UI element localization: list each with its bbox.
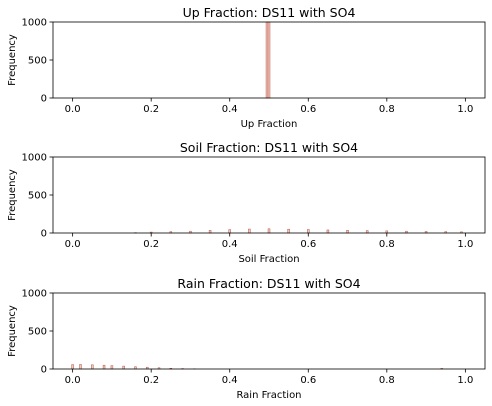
plot-area-frame <box>52 156 486 234</box>
y-tick-label: 0 <box>41 365 47 376</box>
plot-area-frame <box>52 292 486 370</box>
x-tick-label: 0.2 <box>143 239 159 250</box>
x-tick-label: 0.0 <box>65 104 81 115</box>
x-tick-label: 0.6 <box>300 239 316 250</box>
histogram-bar <box>71 364 74 370</box>
histogram-bar <box>307 229 310 234</box>
y-tick-label: 500 <box>28 56 47 67</box>
histogram-bar <box>110 365 114 370</box>
histogram-bar <box>267 21 271 99</box>
y-tick-label: 1000 <box>22 289 47 300</box>
x-tick-label: 1.0 <box>457 239 473 250</box>
chart-title: Rain Fraction: DS11 with SO4 <box>177 276 360 291</box>
histogram-bar <box>228 229 231 234</box>
histogram-bar <box>287 228 290 234</box>
x-axis-label: Rain Fraction <box>236 390 301 401</box>
y-axis-label: Frequency <box>7 34 18 86</box>
chart-title: Soil Fraction: DS11 with SO4 <box>180 140 358 155</box>
y-tick-label: 500 <box>28 191 47 202</box>
histogram-bar <box>346 230 349 234</box>
x-tick-label: 0.2 <box>143 375 159 386</box>
x-tick-label: 0.6 <box>300 104 316 115</box>
chart-panel-2: 0.0 0.2 0.4 0.6 0.8 1.0 0 500 1000 Soil Fraction:… <box>7 140 486 265</box>
x-axis-label: Soil Fraction <box>238 254 299 265</box>
histogram-bar <box>326 229 330 234</box>
x-axis-label: Up Fraction <box>241 119 298 130</box>
y-tick-label: 0 <box>41 94 47 105</box>
x-tick-label: 0.4 <box>222 375 238 386</box>
x-tick-label: 0.8 <box>379 375 395 386</box>
y-tick-label: 0 <box>41 229 47 240</box>
x-tick-label: 0.0 <box>65 239 81 250</box>
x-tick-label: 0.6 <box>300 375 316 386</box>
histogram-bar <box>265 21 269 99</box>
histogram-bar <box>248 228 251 234</box>
histogram-bar <box>267 228 271 234</box>
y-tick-label: 1000 <box>22 18 47 29</box>
x-tick-label: 1.0 <box>457 375 473 386</box>
x-tick-label: 0.8 <box>379 239 395 250</box>
x-tick-label: 1.0 <box>457 104 473 115</box>
x-tick-label: 0.4 <box>222 239 238 250</box>
chart-panel-1: 0.0 0.2 0.4 0.6 0.8 1.0 0 500 1000 Up Fraction: D… <box>7 5 486 130</box>
y-tick-label: 1000 <box>22 153 47 164</box>
x-tick-label: 0.0 <box>65 375 81 386</box>
histogram-bar <box>91 364 94 370</box>
y-tick-label: 500 <box>28 327 47 338</box>
chart-panel-3: 0.0 0.2 0.4 0.6 0.8 1.0 0 500 1000 Rain Fraction:… <box>7 276 486 401</box>
y-axis-label: Frequency <box>7 169 18 221</box>
y-axis-label: Frequency <box>7 305 18 357</box>
x-tick-label: 0.2 <box>143 104 159 115</box>
histogram-bar <box>79 364 82 370</box>
chart-title: Up Fraction: DS11 with SO4 <box>183 5 356 20</box>
histogram-bar <box>102 364 106 370</box>
histogram-bar <box>122 365 125 370</box>
x-tick-label: 0.4 <box>222 104 238 115</box>
x-tick-label: 0.8 <box>379 104 395 115</box>
